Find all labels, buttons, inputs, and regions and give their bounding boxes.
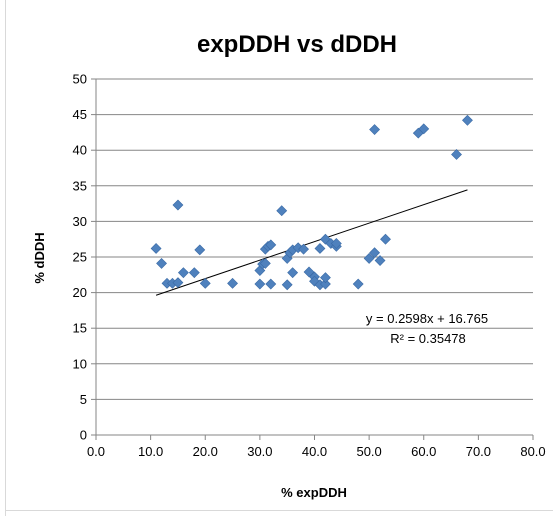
y-tick-label: 15 bbox=[73, 321, 87, 336]
data-point bbox=[254, 278, 266, 290]
data-point bbox=[188, 267, 200, 279]
data-point bbox=[259, 257, 271, 269]
data-point bbox=[287, 267, 299, 279]
data-point bbox=[451, 149, 462, 160]
y-tick-label: 50 bbox=[73, 72, 87, 87]
data-point bbox=[462, 114, 473, 126]
y-tick-label: 45 bbox=[73, 107, 87, 122]
y-axis-title: % dDDH bbox=[32, 232, 47, 283]
data-point bbox=[320, 278, 331, 290]
data-point bbox=[172, 199, 184, 211]
data-point bbox=[177, 267, 189, 279]
y-tick-label: 25 bbox=[73, 250, 87, 265]
data-points bbox=[150, 114, 473, 291]
data-point bbox=[314, 243, 326, 254]
chart-border-bottom bbox=[5, 510, 553, 511]
data-point bbox=[227, 277, 238, 289]
y-tick-label: 10 bbox=[73, 356, 87, 371]
x-tick-label: 80.0 bbox=[520, 444, 545, 459]
x-tick-label: 0.0 bbox=[87, 444, 105, 459]
trendline-line bbox=[155, 189, 468, 296]
y-tick-label: 5 bbox=[80, 392, 87, 407]
y-tick-labels: 0 5 10 15 20 25 30 35 40 45 50 bbox=[73, 72, 87, 443]
data-point bbox=[320, 272, 331, 284]
data-point bbox=[369, 124, 381, 135]
data-point bbox=[298, 243, 309, 255]
x-tick-label: 20.0 bbox=[193, 444, 218, 459]
data-point bbox=[265, 278, 277, 290]
trendline-r-squared: R² = 0.35478 bbox=[390, 331, 466, 346]
data-point bbox=[374, 255, 386, 266]
data-point bbox=[199, 277, 211, 289]
data-point bbox=[418, 123, 430, 135]
x-axis-title: % expDDH bbox=[281, 485, 347, 500]
x-tick-label: 50.0 bbox=[356, 444, 381, 459]
trendline bbox=[155, 189, 468, 296]
data-point bbox=[369, 247, 381, 259]
gridlines bbox=[96, 78, 533, 400]
x-tick-label: 40.0 bbox=[302, 444, 327, 459]
y-tick-label: 0 bbox=[80, 428, 87, 443]
y-tick-label: 35 bbox=[73, 178, 87, 193]
data-point bbox=[352, 278, 364, 290]
data-point bbox=[330, 238, 342, 249]
data-point bbox=[363, 252, 375, 264]
trendline-equation: y = 0.2598x + 16.765 bbox=[366, 311, 488, 326]
x-tick-labels: 0.0 10.0 20.0 30.0 40.0 50.0 60.0 70.0 80.0 bbox=[87, 444, 546, 459]
x-tick-label: 70.0 bbox=[466, 444, 491, 459]
y-tick-label: 30 bbox=[73, 214, 87, 229]
x-tick-label: 60.0 bbox=[411, 444, 436, 459]
data-point bbox=[281, 279, 293, 291]
x-tick-label: 10.0 bbox=[138, 444, 163, 459]
data-point bbox=[194, 244, 206, 256]
data-point bbox=[265, 239, 277, 251]
data-point bbox=[303, 266, 315, 278]
y-tick-label: 20 bbox=[73, 285, 87, 300]
axes bbox=[91, 78, 534, 440]
data-point bbox=[276, 205, 288, 217]
chart-border-left bbox=[5, 0, 6, 516]
data-point bbox=[150, 243, 162, 254]
x-tick-label: 30.0 bbox=[247, 444, 272, 459]
chart-title: expDDH vs dDDH bbox=[197, 31, 397, 58]
data-point bbox=[156, 257, 167, 269]
y-tick-label: 40 bbox=[73, 143, 87, 158]
data-point bbox=[172, 277, 184, 289]
data-point bbox=[380, 233, 391, 245]
